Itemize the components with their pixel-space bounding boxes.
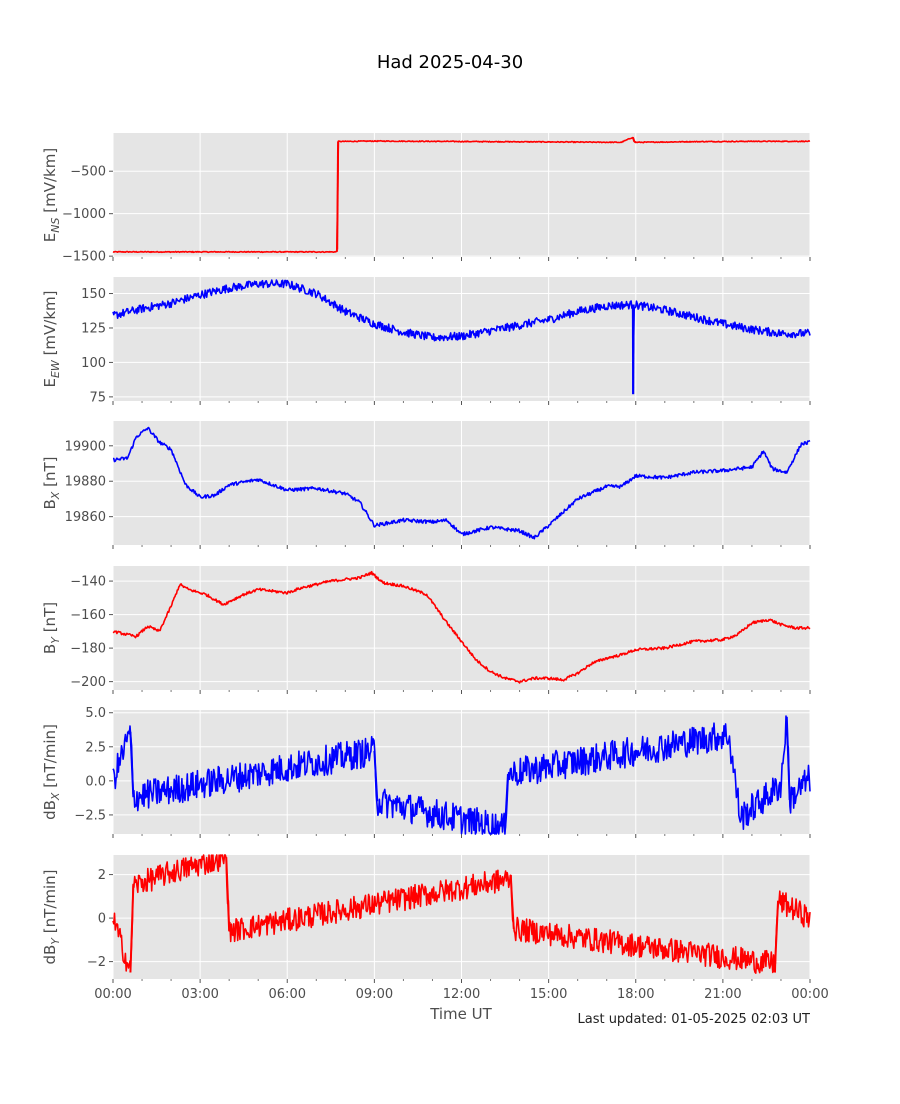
panel-dB_X: −2.5 0.0 2.5 5.0 dBX [nT/min] xyxy=(41,706,810,838)
y-tick-label: −160 xyxy=(70,608,106,623)
panel-B_Y: −200 −180 −160 −140 BY [nT] xyxy=(41,566,810,694)
chart-title: Had 2025-04-30 xyxy=(0,52,900,73)
last-updated-text: Last updated: 01-05-2025 02:03 UT xyxy=(577,1012,810,1027)
y-tick-label: 19860 xyxy=(65,510,106,525)
y-axis-label: dBY [nT/min] xyxy=(41,869,62,964)
x-tick-label: 09:00 xyxy=(356,987,393,1002)
spike-segment xyxy=(634,141,635,142)
spike-segment xyxy=(633,137,634,141)
y-tick-label: 19900 xyxy=(65,439,106,454)
panel-dB_Y: −2 0 2 dBY [nT/min] xyxy=(41,855,810,983)
y-tick-label: −1500 xyxy=(62,250,106,265)
y-tick-label: −500 xyxy=(70,165,106,180)
x-tick-label: 12:00 xyxy=(443,987,480,1002)
y-tick-label: 150 xyxy=(81,287,106,302)
y-tick-label: 125 xyxy=(81,321,106,336)
y-axis-label: BY [nT] xyxy=(41,602,62,654)
x-tick-label: 06:00 xyxy=(269,987,306,1002)
y-tick-label: 75 xyxy=(89,390,106,405)
spike-segment xyxy=(633,305,634,395)
y-tick-label: −2.5 xyxy=(74,808,106,823)
y-tick-label: 0.0 xyxy=(85,774,106,789)
y-tick-label: 2.5 xyxy=(85,740,106,755)
y-tick-label: 2 xyxy=(98,868,106,883)
y-tick-label: 100 xyxy=(81,356,106,371)
y-tick-label: −2 xyxy=(87,955,106,970)
y-tick-label: −180 xyxy=(70,642,106,657)
y-tick-label: 0 xyxy=(98,912,106,927)
panel-E_NS: −1500 −1000 −500 ENS [mV/km] xyxy=(41,133,810,265)
y-axis-label: EEW [mV/km] xyxy=(41,290,62,387)
panel-E_EW: 75 100 125 150 EEW [mV/km] xyxy=(41,277,810,405)
y-tick-label: −1000 xyxy=(62,207,106,222)
x-tick-label: 21:00 xyxy=(704,987,741,1002)
x-tick-label: 03:00 xyxy=(181,987,218,1002)
spike-segment xyxy=(337,249,338,252)
y-tick-label: 5.0 xyxy=(85,706,106,721)
y-axis-label: BX [nT] xyxy=(41,457,62,510)
spike-segment xyxy=(337,141,338,249)
y-axis-label: dBX [nT/min] xyxy=(41,724,62,820)
x-tick-label: 00:00 xyxy=(791,987,828,1002)
x-tick-label: 18:00 xyxy=(617,987,654,1002)
y-tick-label: −200 xyxy=(70,675,106,690)
x-tick-label: 00:00 xyxy=(94,987,131,1002)
y-tick-label: 19880 xyxy=(65,475,106,490)
y-axis-label: ENS [mV/km] xyxy=(41,148,62,242)
y-tick-label: −140 xyxy=(70,575,106,590)
x-tick-label: 15:00 xyxy=(530,987,567,1002)
